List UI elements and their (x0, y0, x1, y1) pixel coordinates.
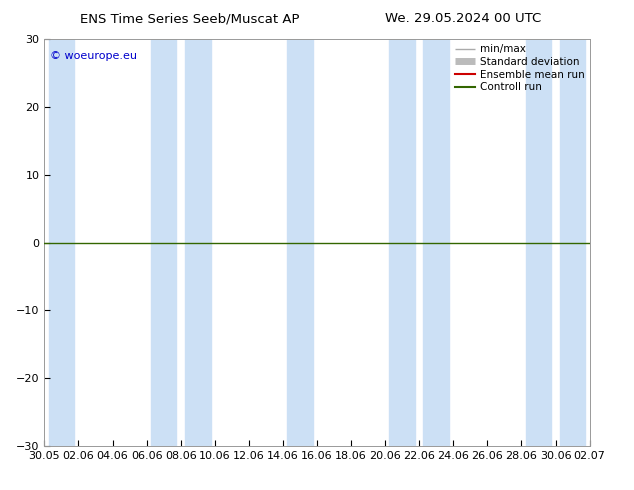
Bar (151, 39, 176, 446)
Text: We. 29.05.2024 00 UTC: We. 29.05.2024 00 UTC (385, 12, 541, 25)
Text: © woeurope.eu: © woeurope.eu (50, 51, 137, 61)
Bar (424, 39, 449, 446)
Bar (389, 39, 415, 446)
Bar (526, 39, 552, 446)
Bar (560, 39, 585, 446)
Bar (287, 39, 313, 446)
Bar (49, 39, 74, 446)
Legend: min/max, Standard deviation, Ensemble mean run, Controll run: min/max, Standard deviation, Ensemble me… (451, 41, 588, 96)
Text: ENS Time Series Seeb/Muscat AP: ENS Time Series Seeb/Muscat AP (81, 12, 300, 25)
Bar (185, 39, 210, 446)
